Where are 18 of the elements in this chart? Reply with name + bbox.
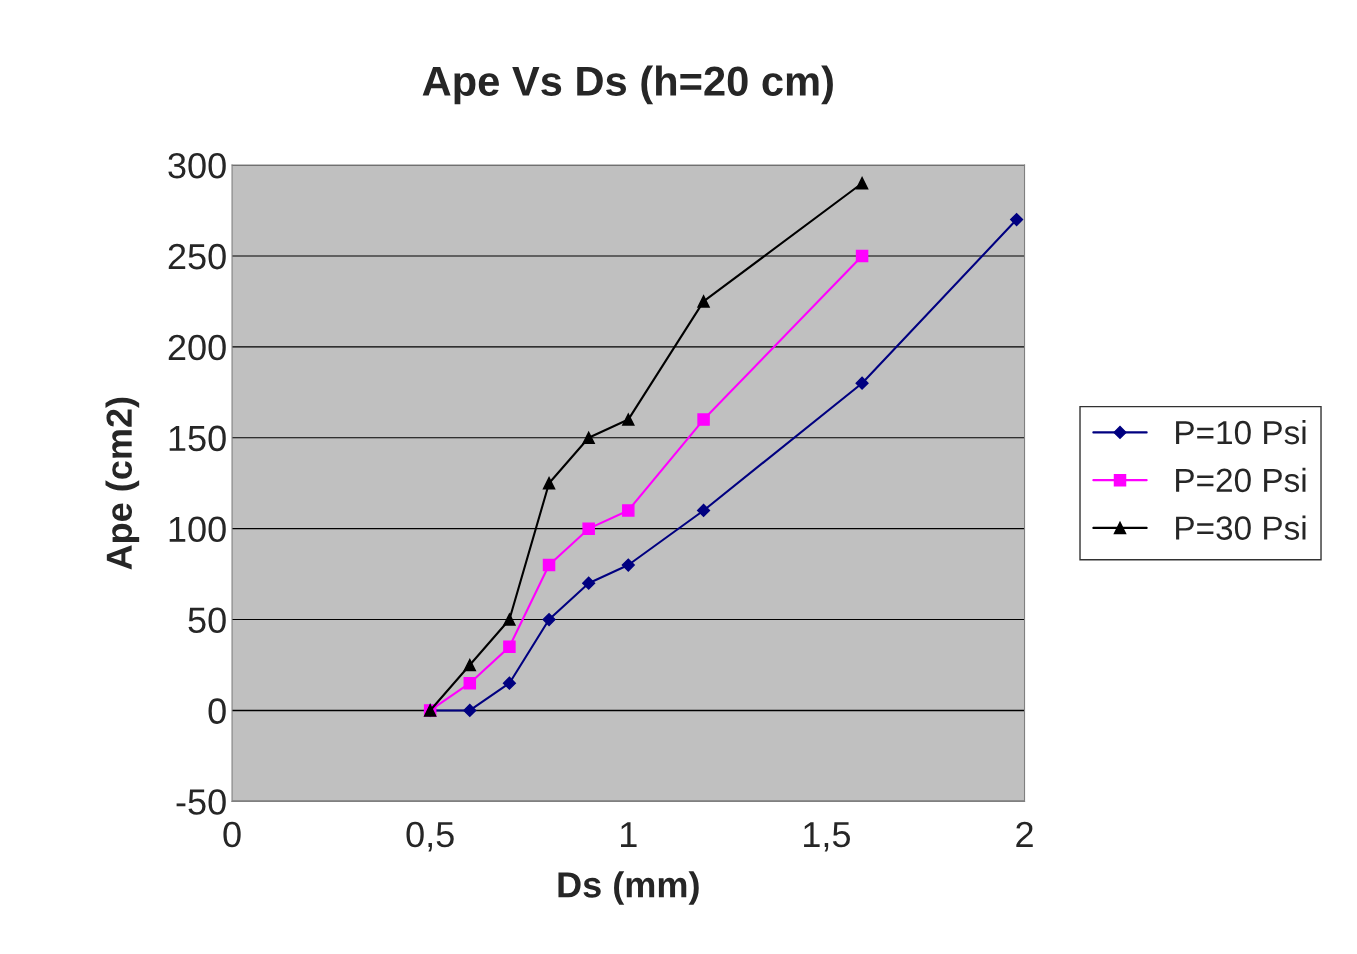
legend-label: P=20 Psi — [1176, 467, 1306, 493]
chart-title: Ape Vs Ds (h=20 cm) — [422, 65, 833, 105]
x-axis-title: Ds (mm) — [558, 871, 699, 905]
y-axis-title: Ape (cm2) — [105, 397, 140, 570]
y-tick-label: 100 — [169, 516, 226, 543]
legend-label: P=10 Psi — [1176, 419, 1306, 445]
y-tick-label: 150 — [169, 425, 226, 452]
x-tick-label: 1 — [621, 822, 637, 847]
y-tick-label: 0 — [208, 698, 226, 724]
y-tick-label: 50 — [188, 607, 226, 633]
x-tick-label: 1,5 — [804, 822, 850, 852]
legend-label: P=30 Psi — [1176, 515, 1306, 540]
x-tick-label: 0,5 — [406, 821, 454, 852]
x-tick-label: 2 — [1016, 821, 1033, 847]
y-tick-label: -50 — [176, 789, 226, 815]
y-tick-label: 300 — [168, 152, 226, 179]
y-tick-label: 250 — [168, 243, 226, 270]
y-tick-label: 200 — [168, 334, 226, 361]
